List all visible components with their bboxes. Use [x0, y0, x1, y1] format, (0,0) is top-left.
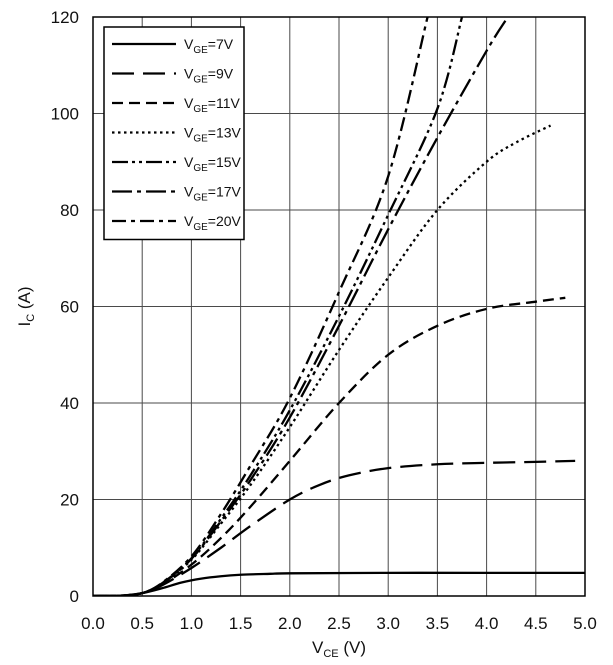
legend-label-val: =7V [208, 36, 234, 52]
legend-label-1: VGE=9V [184, 66, 234, 86]
y-tick-label: 120 [51, 8, 79, 27]
series-line-6 [93, 17, 429, 596]
y-axis-label-main: I [15, 322, 34, 327]
legend-label-6: VGE=20V [184, 213, 242, 233]
legend-label-sub: GE [193, 134, 208, 145]
x-tick-label: 5.0 [573, 614, 597, 633]
x-tick-label: 4.5 [524, 614, 548, 633]
legend-label-main: V [184, 95, 194, 111]
legend-label-sub: GE [193, 222, 208, 233]
x-tick-label: 2.5 [327, 614, 351, 633]
legend-label-sub: GE [193, 45, 208, 56]
legend-label-val: =15V [208, 154, 242, 170]
x-tick-label: 1.5 [229, 614, 253, 633]
y-axis-label: IC (A) [15, 286, 37, 326]
y-axis-label-sub: C [25, 314, 37, 322]
series-layer [93, 17, 585, 596]
legend-label-main: V [184, 154, 194, 170]
y-tick-label: 80 [60, 201, 79, 220]
x-tick-label: 3.0 [376, 614, 400, 633]
x-axis-label-sub: CE [323, 648, 338, 660]
legend-label-4: VGE=15V [184, 154, 242, 174]
series-line-5 [93, 18, 508, 596]
series-line-1 [93, 459, 576, 596]
legend-label-main: V [184, 125, 194, 141]
y-tick-label: 20 [60, 491, 79, 510]
y-tick-label: 100 [51, 105, 79, 124]
legend-label-main: V [184, 36, 194, 52]
legend: VGE=7VVGE=9VVGE=11VVGE=13VVGE=15VVGE=17V… [103, 26, 245, 241]
legend-label-sub: GE [193, 163, 208, 174]
y-tick-label: 40 [60, 394, 79, 413]
y-tick-label: 0 [70, 587, 79, 606]
legend-label-val: =20V [208, 213, 242, 229]
x-tick-label: 0.5 [130, 614, 154, 633]
x-tick-label: 2.0 [278, 614, 302, 633]
x-tick-label: 4.0 [475, 614, 499, 633]
legend-label-sub: GE [193, 193, 208, 204]
legend-label-5: VGE=17V [184, 184, 242, 204]
legend-label-sub: GE [193, 75, 208, 86]
y-tick-label: 60 [60, 298, 79, 317]
legend-label-3: VGE=13V [184, 125, 242, 145]
x-tick-label: 1.0 [180, 614, 204, 633]
x-axis-label-unit: (V) [339, 638, 366, 657]
legend-label-2: VGE=11V [184, 95, 241, 115]
y-tick-labels: 0 20 40 60 80 100 120 [51, 8, 79, 606]
y-axis-label-unit: (A) [15, 286, 34, 313]
x-tick-labels: 0.0 0.5 1.0 1.5 2.0 2.5 3.0 3.5 4.0 4.5 5.0 [81, 614, 597, 633]
legend-label-val: =17V [208, 184, 242, 200]
x-axis-label-main: V [312, 638, 324, 657]
legend-label-sub: GE [193, 104, 208, 115]
legend-label-main: V [184, 213, 194, 229]
legend-label-0: VGE=7V [184, 36, 234, 56]
x-tick-label: 3.5 [426, 614, 450, 633]
legend-label-val: =11V [208, 95, 241, 111]
legend-label-val: =9V [208, 66, 234, 82]
legend-label-main: V [184, 66, 194, 82]
legend-label-main: V [184, 184, 194, 200]
legend-label-val: =13V [208, 125, 242, 141]
plot-frame [92, 16, 586, 597]
x-axis-label: VCE (V) [312, 638, 366, 660]
x-tick-label: 0.0 [81, 614, 105, 633]
